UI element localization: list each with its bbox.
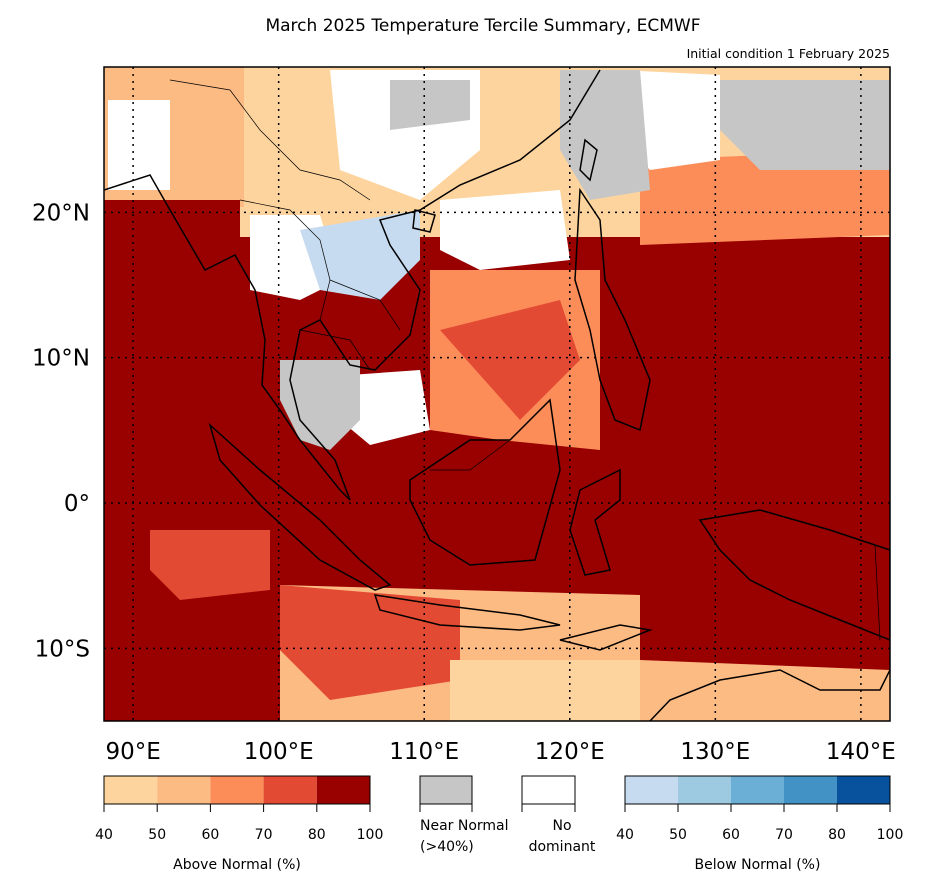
- white-patch-4: [340, 370, 430, 445]
- border-3: [329, 279, 401, 331]
- legend-below-swatch-4: [837, 776, 890, 804]
- legend-above-tick-label-5: 100: [357, 827, 384, 843]
- south-light-band: [450, 660, 640, 721]
- lat-label-1: 10°N: [32, 346, 90, 372]
- legend-near-normal-line1: Near Normal: [420, 818, 509, 834]
- coast-sumatra: [208, 422, 392, 591]
- sea-red-patch: [440, 300, 580, 420]
- legend-below-swatch-3: [784, 776, 837, 804]
- legend-below-tick-label-3: 70: [775, 827, 793, 843]
- legend-below-normal: 40 50 60 70 80 100 Below Normal (%): [616, 775, 904, 873]
- legend-above-swatch-1: [157, 776, 211, 804]
- legend-near-normal-line2: (>40%): [420, 839, 474, 855]
- legend-near-normal-swatch: [419, 775, 473, 805]
- grey-patch-1: [390, 80, 470, 130]
- legend-above-tick-label-3: 70: [255, 827, 273, 843]
- legend-above-swatch-3: [263, 776, 317, 804]
- lon-labels: 90°E 100°E 110°E 120°E 130°E 140°E: [105, 739, 895, 765]
- lon-label-0: 90°E: [105, 739, 160, 765]
- border-1: [169, 79, 371, 201]
- white-patch-2: [440, 190, 570, 270]
- lat-label-0: 20°N: [32, 200, 90, 226]
- coast-borneo: [409, 398, 561, 566]
- lon-label-3: 120°E: [535, 739, 605, 765]
- coast-sulawesi: [569, 468, 621, 576]
- legend-above-normal: 40 50 60 70 80 100 Above Normal (%): [95, 775, 384, 873]
- map-title: March 2025 Temperature Tercile Summary, …: [265, 16, 701, 36]
- legend-below-tick-label-0: 40: [616, 827, 634, 843]
- coastlines: [104, 69, 890, 721]
- legend-below-outline: [624, 775, 891, 805]
- map-panel: [104, 67, 890, 721]
- west-orange-patch: [150, 530, 270, 600]
- legend-above-tick-label-2: 60: [201, 827, 219, 843]
- lon-label-1: 100°E: [244, 739, 314, 765]
- legend-above-swatch-4: [316, 776, 370, 804]
- lon-label-2: 110°E: [389, 739, 459, 765]
- east-orange-band: [640, 150, 890, 245]
- grey-patch-2: [560, 70, 650, 200]
- coast-newguinea: [698, 509, 890, 641]
- map-frame: [103, 66, 891, 722]
- legend-below-tick-label-2: 60: [722, 827, 740, 843]
- legend-below-tick-label-4: 80: [828, 827, 846, 843]
- legend-below-swatch-1: [678, 776, 731, 804]
- border-4: [299, 329, 371, 371]
- white-patch-6: [108, 100, 170, 190]
- coast-timor: [559, 624, 653, 651]
- grey-patch-4: [280, 360, 360, 450]
- lat-labels: 20°N 10°N 0° 10°S: [32, 200, 90, 662]
- legend-below-swatch-2: [731, 776, 784, 804]
- legend-no-dominant-swatch: [521, 775, 576, 805]
- border-5: [430, 439, 511, 471]
- south-red-band: [280, 585, 460, 700]
- lon-label-4: 130°E: [680, 739, 750, 765]
- border-2: [239, 199, 331, 321]
- lat-label-3: 10°S: [35, 636, 90, 662]
- legend-no-dominant-line2: dominant: [529, 839, 596, 855]
- legend-above-tick-label-1: 50: [148, 827, 166, 843]
- lat-label-2: 0°: [64, 491, 90, 517]
- legend-above-outline: [103, 775, 371, 805]
- legend-below-title: Below Normal (%): [695, 857, 821, 873]
- gridlines: [104, 67, 890, 721]
- legend-above-swatch-2: [210, 776, 264, 804]
- legend-below-tick-label-5: 100: [877, 827, 904, 843]
- borders: [169, 79, 881, 641]
- legend: 40 50 60 70 80 100 Above Normal (%) Near Norma…: [95, 775, 904, 873]
- legend-above-swatch-0: [104, 776, 158, 804]
- coast-java: [373, 594, 561, 631]
- map-subtitle: Initial condition 1 February 2025: [686, 46, 890, 61]
- legend-no-dominant-line1: No: [552, 818, 571, 834]
- west-red-block: [104, 200, 240, 260]
- coast-philippines: [574, 187, 651, 432]
- coast-taiwan: [579, 138, 598, 182]
- coast-australia: [649, 669, 890, 721]
- blue-patch: [300, 210, 420, 300]
- coast-mainland: [104, 69, 601, 501]
- legend-above-tick-label-4: 80: [308, 827, 326, 843]
- border-6: [874, 544, 881, 641]
- lon-label-5: 140°E: [826, 739, 896, 765]
- legend-above-title: Above Normal (%): [173, 857, 301, 873]
- grey-patch-3: [720, 80, 890, 170]
- legend-above-tick-label-0: 40: [95, 827, 113, 843]
- legend-below-tick-label-1: 50: [669, 827, 687, 843]
- legend-below-swatch-0: [625, 776, 678, 804]
- coast-hainan: [412, 209, 436, 233]
